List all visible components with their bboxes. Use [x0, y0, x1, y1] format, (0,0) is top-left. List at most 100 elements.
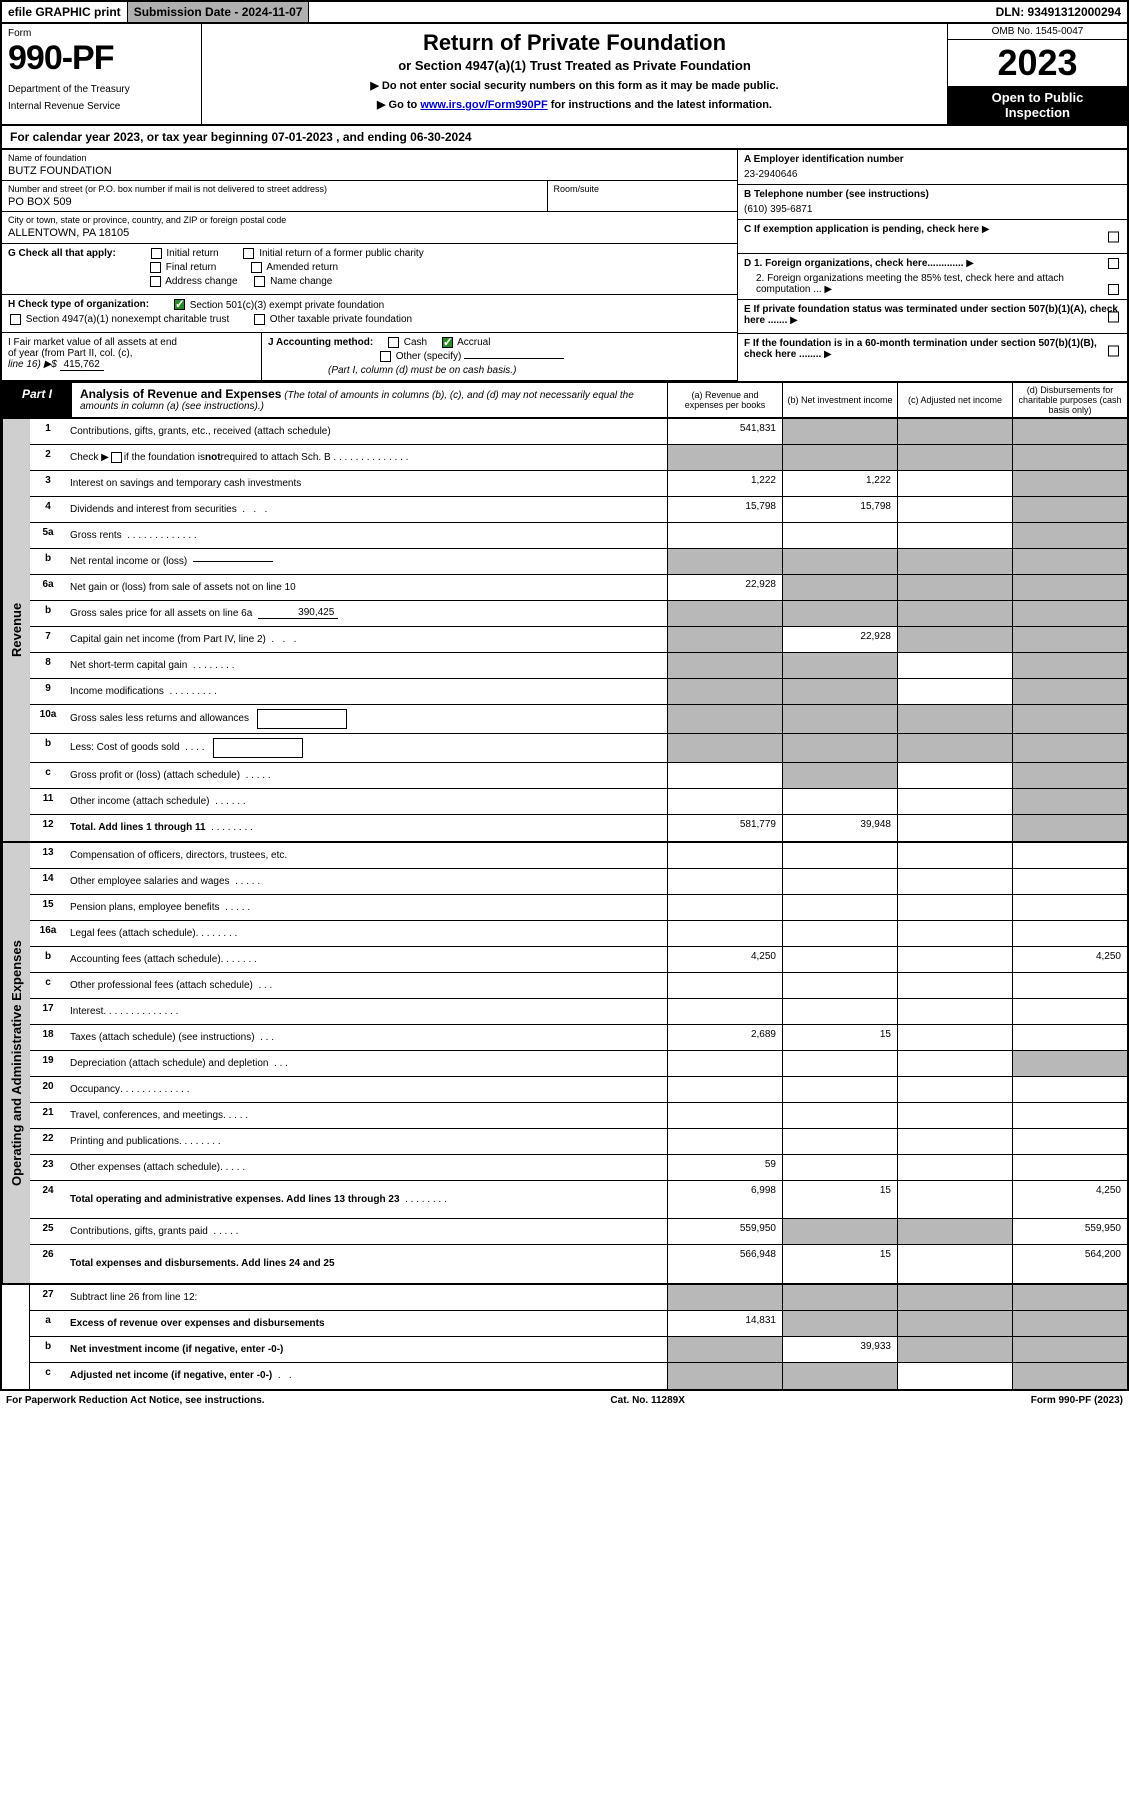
col-c-head: (c) Adjusted net income — [897, 383, 1012, 417]
row-16c: cOther professional fees (attach schedul… — [30, 973, 1127, 999]
open-public: Open to Public Inspection — [948, 86, 1127, 124]
form-label: Form — [8, 28, 195, 39]
section-j: J Accounting method: Cash Accrual Other … — [262, 333, 737, 380]
row-27c: cAdjusted net income (if negative, enter… — [30, 1363, 1127, 1389]
row-4: 4Dividends and interest from securities … — [30, 497, 1127, 523]
box-a: A Employer identification number 23-2940… — [738, 150, 1127, 185]
checkbox-c[interactable] — [1108, 231, 1119, 242]
part1-tab: Part I — [2, 383, 72, 417]
box-e: E If private foundation status was termi… — [738, 300, 1127, 334]
form-number: 990-PF — [8, 39, 195, 78]
info-right: A Employer identification number 23-2940… — [737, 150, 1127, 381]
checkbox-other-taxable[interactable] — [254, 314, 265, 325]
box-c: C If exemption application is pending, c… — [738, 220, 1127, 254]
box-d: D 1. Foreign organizations, check here..… — [738, 254, 1127, 300]
header-left: Form 990-PF Department of the Treasury I… — [2, 24, 202, 124]
row-10c: cGross profit or (loss) (attach schedule… — [30, 763, 1127, 789]
tax-year: 2023 — [948, 40, 1127, 86]
foundation-name-box: Name of foundation BUTZ FOUNDATION — [2, 150, 737, 180]
row-3: 3Interest on savings and temporary cash … — [30, 471, 1127, 497]
col-b-head: (b) Net investment income — [782, 383, 897, 417]
top-bar: efile GRAPHIC print Submission Date - 20… — [0, 0, 1129, 24]
ssn-note: ▶ Do not enter social security numbers o… — [210, 79, 939, 92]
col-a-head: (a) Revenue and expenses per books — [667, 383, 782, 417]
row-8: 8Net short-term capital gain . . . . . .… — [30, 653, 1127, 679]
row-27a: aExcess of revenue over expenses and dis… — [30, 1311, 1127, 1337]
checkbox-amended[interactable] — [251, 262, 262, 273]
box-f: F If the foundation is in a 60-month ter… — [738, 334, 1127, 368]
row-27b: bNet investment income (if negative, ent… — [30, 1337, 1127, 1363]
phone: (610) 395-6871 — [744, 204, 1121, 215]
expenses-section: Operating and Administrative Expenses 13… — [0, 843, 1129, 1285]
row-14: 14Other employee salaries and wages . . … — [30, 869, 1127, 895]
fmv-value: 415,762 — [60, 359, 104, 371]
row-25: 25Contributions, gifts, grants paid . . … — [30, 1219, 1127, 1245]
col-d-head: (d) Disbursements for charitable purpose… — [1012, 383, 1127, 417]
row-10b: bLess: Cost of goods sold . . . . — [30, 734, 1127, 763]
row-18: 18Taxes (attach schedule) (see instructi… — [30, 1025, 1127, 1051]
row-19: 19Depreciation (attach schedule) and dep… — [30, 1051, 1127, 1077]
paperwork-notice: For Paperwork Reduction Act Notice, see … — [6, 1395, 265, 1406]
row-16a: 16aLegal fees (attach schedule) . . . . … — [30, 921, 1127, 947]
checkbox-accrual[interactable] — [442, 337, 453, 348]
row-20: 20Occupancy . . . . . . . . . . . . . — [30, 1077, 1127, 1103]
row-7: 7Capital gain net income (from Part IV, … — [30, 627, 1127, 653]
submission-date: Submission Date - 2024-11-07 — [128, 2, 310, 22]
dln: DLN: 93491312000294 — [990, 2, 1127, 22]
checkbox-other-method[interactable] — [380, 351, 391, 362]
line-27-section: 27Subtract line 26 from line 12: aExcess… — [0, 1285, 1129, 1391]
checkbox-initial-former[interactable] — [243, 248, 254, 259]
row-11: 11Other income (attach schedule) . . . .… — [30, 789, 1127, 815]
row-21: 21Travel, conferences, and meetings . . … — [30, 1103, 1127, 1129]
row-5a: 5aGross rents . . . . . . . . . . . . . — [30, 523, 1127, 549]
row-22: 22Printing and publications . . . . . . … — [30, 1129, 1127, 1155]
row-16b: bAccounting fees (attach schedule) . . .… — [30, 947, 1127, 973]
checkbox-e[interactable] — [1108, 311, 1119, 322]
checkbox-initial-return[interactable] — [151, 248, 162, 259]
checkbox-name-change[interactable] — [254, 276, 265, 287]
info-left: Name of foundation BUTZ FOUNDATION Numbe… — [2, 150, 737, 381]
row-10a: 10aGross sales less returns and allowanc… — [30, 705, 1127, 734]
checkbox-4947[interactable] — [10, 314, 21, 325]
row-24: 24Total operating and administrative exp… — [30, 1181, 1127, 1219]
checkbox-d2[interactable] — [1108, 284, 1119, 295]
page-footer: For Paperwork Reduction Act Notice, see … — [0, 1391, 1129, 1410]
checkbox-final-return[interactable] — [150, 262, 161, 273]
checkbox-sch-b[interactable] — [111, 452, 122, 463]
part1-desc: Analysis of Revenue and Expenses (The to… — [72, 383, 667, 417]
header-right: OMB No. 1545-0047 2023 Open to Public In… — [947, 24, 1127, 124]
header-mid: Return of Private Foundation or Section … — [202, 24, 947, 124]
room-suite-box: Room/suite — [548, 181, 738, 211]
address-box: Number and street (or P.O. box number if… — [2, 181, 548, 211]
row-1: 1Contributions, gifts, grants, etc., rec… — [30, 419, 1127, 445]
irs-link[interactable]: www.irs.gov/Form990PF — [420, 99, 547, 111]
checkbox-d1[interactable] — [1108, 258, 1119, 269]
dept-irs: Internal Revenue Service — [8, 101, 195, 112]
omb-number: OMB No. 1545-0047 — [948, 24, 1127, 40]
checkbox-address-change[interactable] — [150, 276, 161, 287]
form-title: Return of Private Foundation — [210, 30, 939, 56]
form-subtitle: or Section 4947(a)(1) Trust Treated as P… — [210, 58, 939, 73]
cat-no: Cat. No. 11289X — [610, 1395, 684, 1406]
foundation-name: BUTZ FOUNDATION — [8, 165, 731, 177]
row-27: 27Subtract line 26 from line 12: — [30, 1285, 1127, 1311]
row-13: 13Compensation of officers, directors, t… — [30, 843, 1127, 869]
row-9: 9Income modifications . . . . . . . . . — [30, 679, 1127, 705]
part1-header: Part I Analysis of Revenue and Expenses … — [0, 383, 1129, 419]
section-ij: I Fair market value of all assets at end… — [2, 333, 737, 381]
row-6b: bGross sales price for all assets on lin… — [30, 601, 1127, 627]
checkbox-cash[interactable] — [388, 337, 399, 348]
row-23: 23Other expenses (attach schedule) . . .… — [30, 1155, 1127, 1181]
form-ref: Form 990-PF (2023) — [1031, 1395, 1123, 1406]
row-26: 26Total expenses and disbursements. Add … — [30, 1245, 1127, 1283]
city-state-zip: ALLENTOWN, PA 18105 — [8, 227, 731, 239]
section-g: G Check all that apply: Initial return I… — [2, 244, 737, 295]
city-box: City or town, state or province, country… — [2, 212, 737, 244]
ein: 23-2940646 — [744, 169, 1121, 180]
dept-treasury: Department of the Treasury — [8, 84, 195, 95]
checkbox-501c3[interactable] — [174, 299, 185, 310]
row-2: 2Check ▶ if the foundation is not requir… — [30, 445, 1127, 471]
checkbox-f[interactable] — [1108, 346, 1119, 357]
section-i: I Fair market value of all assets at end… — [2, 333, 262, 380]
section-h: H Check type of organization: Section 50… — [2, 295, 737, 332]
